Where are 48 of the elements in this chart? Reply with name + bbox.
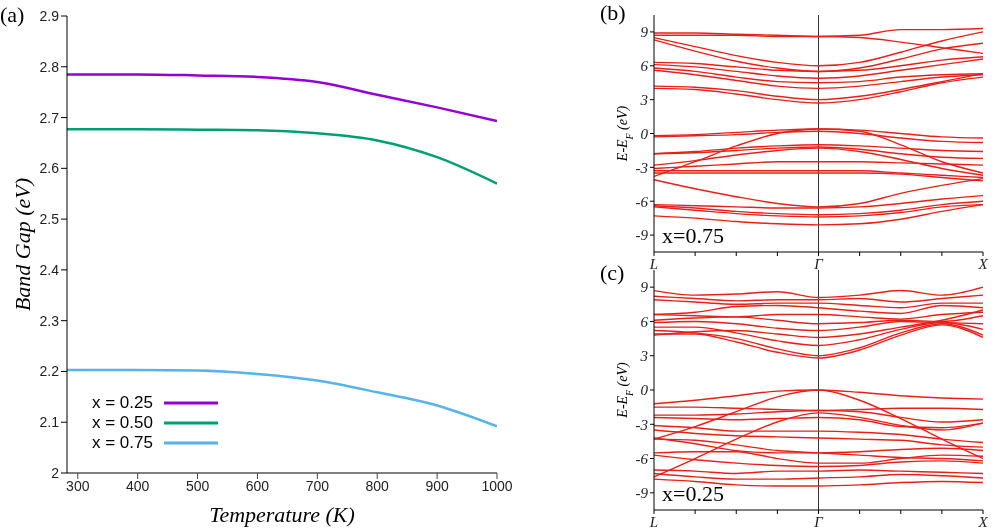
y-tick-label: 2 [51,464,60,481]
y-tick-label: 6 [640,58,649,75]
x-tick-label: L [648,255,659,272]
y-tick-label: -3 [635,159,648,176]
x-tick-label: 800 [365,477,390,494]
y-tick-label: -6 [635,193,649,210]
y-tick-label: 2.7 [39,109,60,126]
legend-label: x = 0.50 [92,413,154,433]
x-tick-label: Γ [813,255,825,272]
legend-label: x = 0.25 [92,393,154,413]
x-tick-label: 700 [305,477,330,494]
y-tick-label: 2.9 [39,7,60,24]
y-tick-label: 2.4 [39,261,60,278]
text: (a) [0,2,25,28]
x-tick-label: 600 [245,477,270,494]
x-tick-label: 300 [66,477,90,494]
x-tick-label: 900 [425,477,449,494]
x-tick-label: 500 [185,477,210,494]
legend-label: x = 0.75 [92,433,154,453]
y-tick-label: 9 [640,24,649,41]
text: (c) [600,260,625,286]
y-tick-label: 2.2 [39,363,60,380]
x-tick-label: 400 [125,477,150,494]
y-tick-label: 3 [639,91,648,108]
y-tick-label: -3 [635,416,648,433]
y-tick-label: 0 [640,382,649,399]
y-tick-label: 2.1 [39,414,60,431]
text: (b) [600,0,626,26]
y-tick-label: 2.3 [39,312,60,329]
x-tick-label: Γ [813,513,825,528]
y-tick-label: 0 [640,125,649,142]
x-tick-label: 1000 [481,477,513,494]
x-axis-title: Temperature (K) [208,502,356,528]
annotation: x=0.25 [662,481,724,506]
y-tick-label: -6 [635,450,649,467]
y-tick-label: 3 [639,348,648,365]
y-tick-label: 9 [640,279,649,296]
y-axis-title: Band Gap (eV) [10,177,35,312]
x-tick-label: X [977,255,989,272]
y-tick-label: -9 [635,227,649,244]
y-tick-label: 2.6 [39,160,60,177]
y-tick-label: 2.5 [39,211,60,228]
x-tick-label: L [648,513,659,528]
y-tick-label: -9 [635,485,649,502]
x-tick-label: X [977,513,989,528]
annotation: x=0.75 [662,223,724,248]
y-tick-label: 2.8 [39,58,60,75]
y-tick-label: 6 [640,313,649,330]
